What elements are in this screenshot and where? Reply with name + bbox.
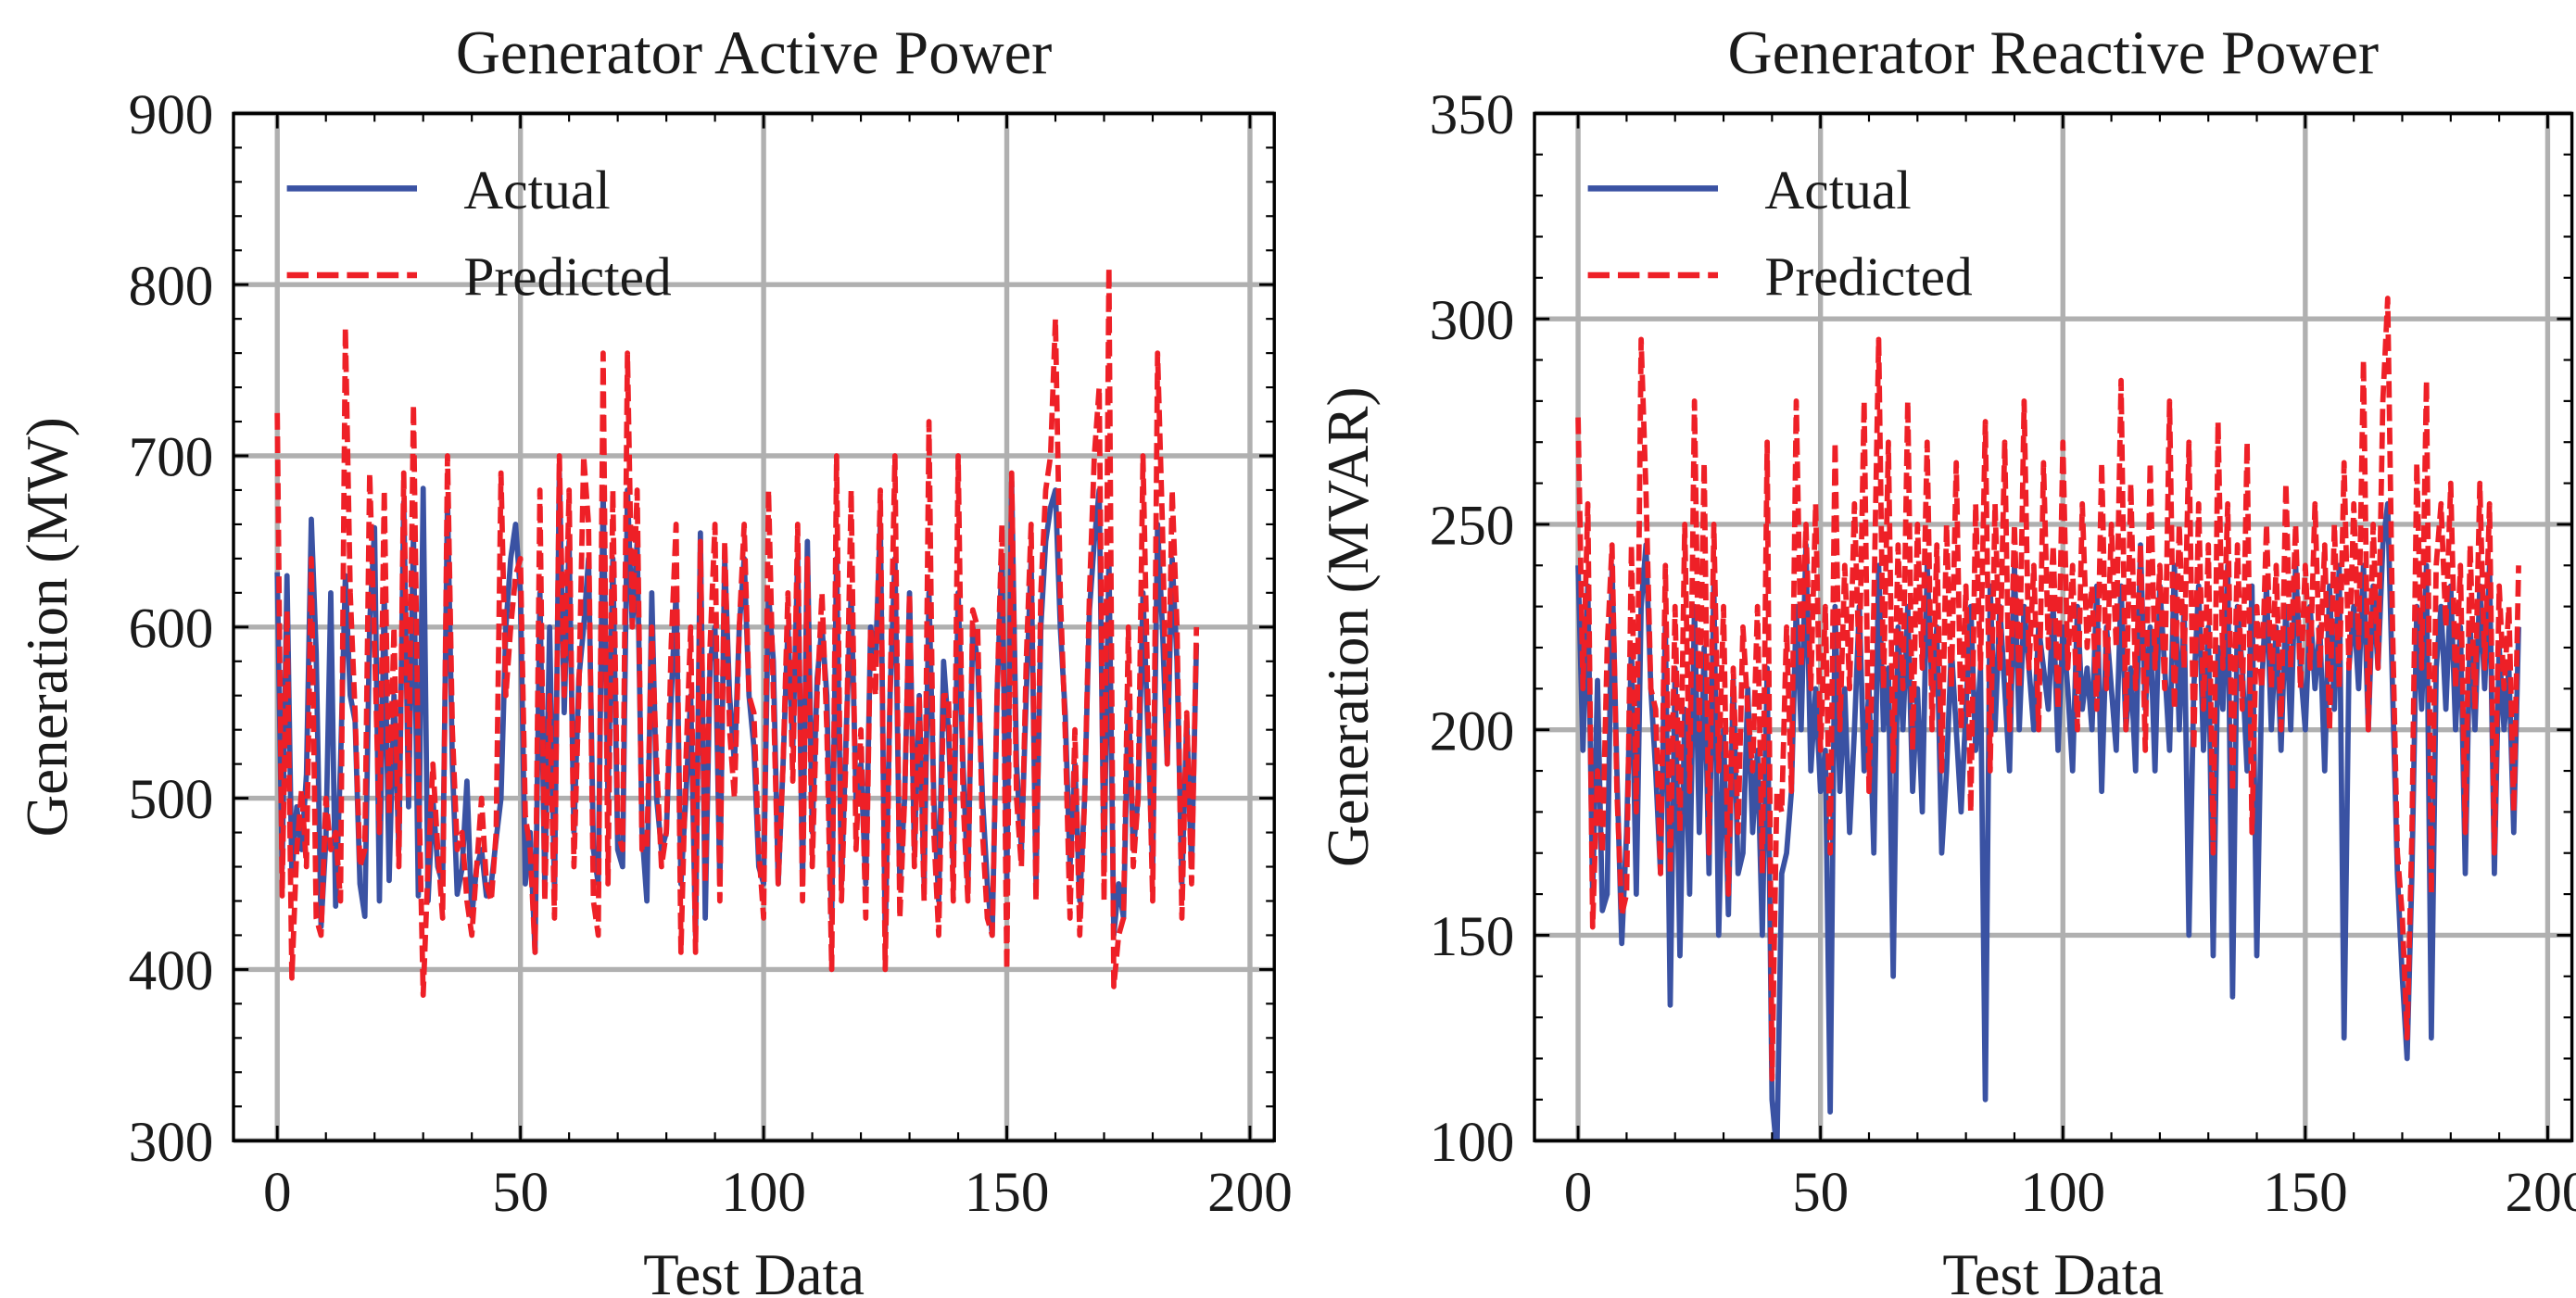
legend-actual-label: Actual [1764, 159, 1911, 221]
legend-predicted-label: Predicted [1764, 246, 1972, 308]
y-tick-label: 600 [129, 597, 214, 660]
y-tick-label: 700 [129, 426, 214, 489]
reactive-power-chart: 0 50 100 150 200 100 150 200 250 300 350 Generator … [1316, 19, 2576, 1298]
x-tick-label: 150 [2263, 1161, 2348, 1224]
legend-actual-label: Actual [463, 159, 610, 221]
active-power-chart: 0 50 100 150 200 300 400 500 600 700 800 900 Generat… [15, 19, 1293, 1298]
x-tick-label: 150 [965, 1161, 1050, 1224]
y-tick-label: 300 [1430, 289, 1515, 352]
y-tick-label: 250 [1430, 495, 1515, 558]
x-axis-label: Test Data [1942, 1242, 2164, 1298]
y-tick-label: 500 [129, 768, 214, 831]
x-tick-label: 100 [2020, 1161, 2105, 1224]
x-tick-label: 0 [1564, 1161, 1593, 1224]
chart-title: Generator Active Power [456, 19, 1053, 87]
series-group [274, 264, 1200, 998]
predicted-series-line [1575, 296, 2521, 1082]
y-tick-label: 150 [1430, 905, 1515, 968]
y-tick-label: 200 [1430, 699, 1515, 762]
legend: Actual Predicted [1587, 159, 1973, 308]
x-tick-label: 200 [2506, 1161, 2576, 1224]
x-tick-label: 50 [1792, 1161, 1849, 1224]
legend: Actual Predicted [286, 159, 672, 308]
y-axis-label: Generation (MW) [15, 417, 80, 837]
x-tick-label: 50 [492, 1161, 549, 1224]
x-tick-label: 200 [1207, 1161, 1293, 1224]
y-tick-label: 100 [1430, 1111, 1515, 1174]
legend-predicted-label: Predicted [463, 246, 671, 308]
y-tick-label: 300 [129, 1111, 214, 1174]
x-tick-label: 0 [263, 1161, 292, 1224]
y-tick-label: 350 [1430, 83, 1515, 146]
chart-title: Generator Reactive Power [1727, 19, 2379, 87]
y-axis-label: Generation (MVAR) [1316, 387, 1381, 868]
plot-frame [1533, 111, 2574, 1142]
y-tick-label: 400 [129, 939, 214, 1002]
series-group [1575, 296, 2521, 1141]
x-axis-label: Test Data [643, 1242, 865, 1298]
y-tick-label: 900 [129, 83, 214, 146]
x-tick-label: 100 [721, 1161, 806, 1224]
predicted-series-line [274, 264, 1200, 998]
y-tick-label: 800 [129, 255, 214, 318]
